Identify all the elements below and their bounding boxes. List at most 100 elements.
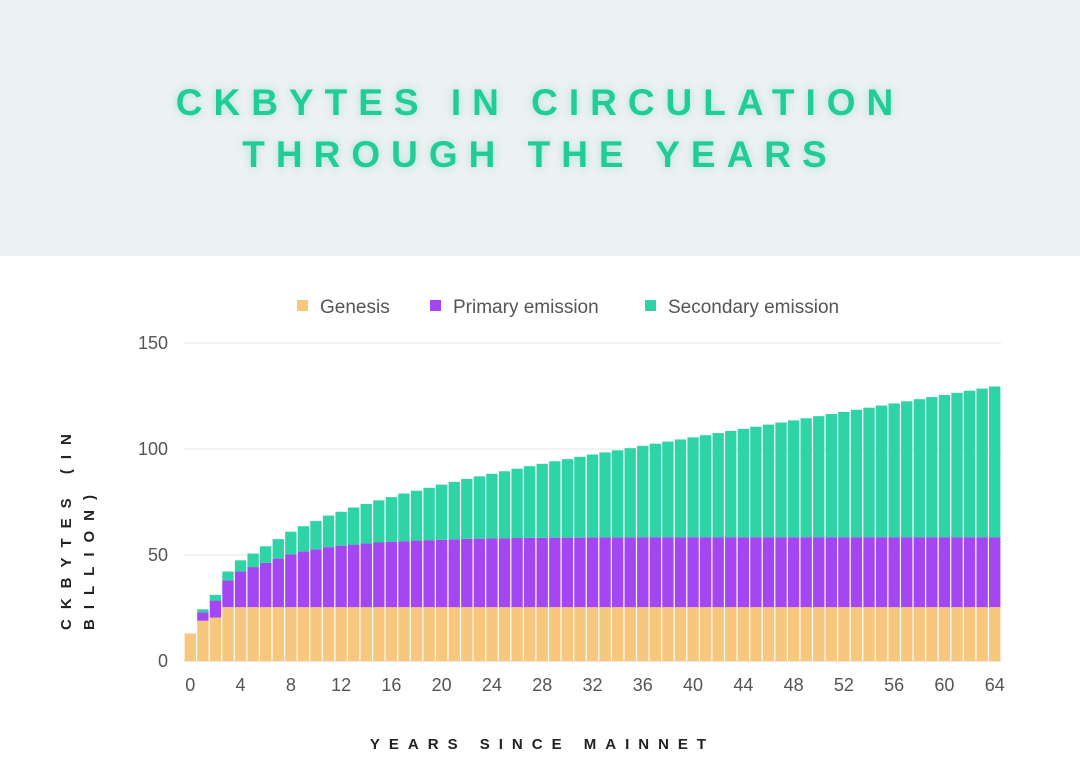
bar-secondary-emission-year-51	[825, 414, 837, 538]
bar-primary-emission-year-45	[750, 537, 762, 608]
x-axis-title: YEARS SINCE MAINNET	[369, 736, 716, 753]
bar-genesis-year-50	[813, 607, 825, 661]
bar-secondary-emission-year-36	[637, 445, 649, 538]
bar-secondary-emission-year-56	[888, 403, 900, 538]
bar-secondary-emission-year-53	[850, 409, 863, 538]
bar-secondary-emission-year-41	[699, 435, 712, 538]
bar-primary-emission-year-16	[385, 541, 398, 608]
bar-primary-emission-year-35	[624, 537, 636, 608]
bar-secondary-emission-year-49	[800, 418, 812, 538]
x-tick-label: 32	[582, 675, 602, 695]
bar-genesis-year-25	[498, 607, 511, 661]
bar-primary-emission-year-48	[787, 537, 800, 608]
bar-genesis-year-38	[662, 607, 674, 661]
bar-genesis-year-64	[989, 607, 1001, 661]
bar-secondary-emission-year-10	[310, 521, 322, 550]
bar-genesis-year-55	[875, 607, 888, 661]
legend-swatch-genesis	[297, 300, 308, 312]
bar-secondary-emission-year-6	[260, 546, 272, 563]
bar-genesis-year-54	[863, 607, 875, 661]
bar-secondary-emission-year-48	[787, 420, 800, 538]
bar-secondary-emission-year-22	[461, 478, 473, 539]
bar-secondary-emission-year-23	[473, 476, 486, 539]
bar-primary-emission-year-37	[649, 537, 662, 608]
bar-secondary-emission-year-27	[523, 466, 536, 538]
bar-genesis-year-42	[712, 607, 724, 661]
legend-label-primary: Primary emission	[453, 297, 599, 318]
bar-genesis-year-40	[687, 607, 699, 661]
bar-secondary-emission-year-38	[662, 441, 674, 538]
bar-primary-emission-year-5	[247, 567, 259, 608]
bar-secondary-emission-year-33	[599, 452, 611, 538]
x-tick-label: 12	[331, 675, 351, 695]
bar-genesis-year-62	[963, 607, 976, 661]
x-tick-label: 64	[985, 675, 1005, 695]
bar-secondary-emission-year-47	[775, 422, 787, 538]
bar-primary-emission-year-22	[461, 538, 473, 608]
legend-item-primary: Primary emission	[430, 296, 599, 320]
bar-primary-emission-year-52	[838, 537, 850, 608]
bar-genesis-year-19	[423, 607, 435, 661]
bar-genesis-year-3	[222, 607, 234, 661]
bar-secondary-emission-year-58	[913, 399, 925, 538]
y-axis-ticks: 0 50 100 150	[138, 333, 168, 671]
bar-primary-emission-year-2	[209, 600, 222, 618]
x-tick-label: 40	[683, 675, 703, 695]
bar-secondary-emission-year-60	[938, 394, 951, 538]
bar-secondary-emission-year-34	[611, 450, 624, 538]
legend-item-secondary: Secondary emission	[645, 296, 839, 320]
bar-primary-emission-year-43	[725, 537, 737, 608]
bar-secondary-emission-year-9	[297, 526, 310, 552]
bar-primary-emission-year-6	[260, 562, 272, 608]
bar-primary-emission-year-17	[398, 541, 410, 608]
bar-secondary-emission-year-13	[348, 507, 360, 545]
bar-genesis-year-7	[272, 607, 284, 661]
bar-primary-emission-year-54	[863, 537, 875, 608]
bar-genesis-year-1	[197, 620, 209, 661]
bar-genesis-year-10	[310, 607, 322, 661]
bar-genesis-year-56	[888, 607, 900, 661]
bar-genesis-year-12	[335, 607, 347, 661]
bar-genesis-year-47	[775, 607, 787, 661]
bar-primary-emission-year-58	[913, 537, 925, 608]
bar-genesis-year-32	[586, 607, 599, 661]
bar-secondary-emission-year-8	[285, 531, 297, 555]
bar-secondary-emission-year-21	[448, 481, 460, 540]
bar-secondary-emission-year-44	[737, 428, 750, 538]
bar-secondary-emission-year-54	[863, 407, 875, 538]
bar-primary-emission-year-40	[687, 537, 699, 608]
bar-primary-emission-year-39	[674, 537, 687, 608]
bar-secondary-emission-year-26	[511, 468, 523, 539]
bar-secondary-emission-year-28	[536, 463, 548, 538]
bar-genesis-year-36	[637, 607, 649, 661]
bar-genesis-year-13	[348, 607, 360, 661]
bar-genesis-year-30	[561, 607, 574, 661]
bar-secondary-emission-year-30	[561, 459, 574, 538]
bar-primary-emission-year-46	[762, 537, 775, 608]
bar-primary-emission-year-14	[360, 543, 372, 608]
bar-genesis-year-35	[624, 607, 636, 661]
bar-primary-emission-year-9	[297, 551, 310, 608]
bar-primary-emission-year-62	[963, 537, 976, 608]
x-tick-label: 24	[482, 675, 502, 695]
bar-primary-emission-year-56	[888, 537, 900, 608]
chart-title-line-1: CKBYTES IN CIRCULATION	[175, 82, 905, 123]
bar-primary-emission-year-29	[549, 537, 561, 608]
bar-primary-emission-year-8	[285, 554, 297, 608]
bar-secondary-emission-year-31	[574, 456, 586, 538]
bar-primary-emission-year-23	[473, 538, 486, 608]
bar-secondary-emission-year-18	[410, 490, 423, 541]
bar-secondary-emission-year-37	[649, 443, 662, 538]
legend-item-genesis: Genesis	[297, 296, 390, 320]
bar-secondary-emission-year-52	[838, 411, 850, 538]
bar-genesis-year-9	[297, 607, 310, 661]
bar-secondary-emission-year-57	[901, 401, 913, 538]
legend-swatch-primary	[430, 300, 441, 312]
bar-secondary-emission-year-59	[926, 397, 938, 538]
x-tick-label: 0	[185, 675, 195, 695]
bar-genesis-year-39	[674, 607, 687, 661]
bar-secondary-emission-year-7	[272, 539, 284, 559]
bar-primary-emission-year-27	[523, 537, 536, 608]
bar-secondary-emission-year-24	[486, 473, 498, 539]
